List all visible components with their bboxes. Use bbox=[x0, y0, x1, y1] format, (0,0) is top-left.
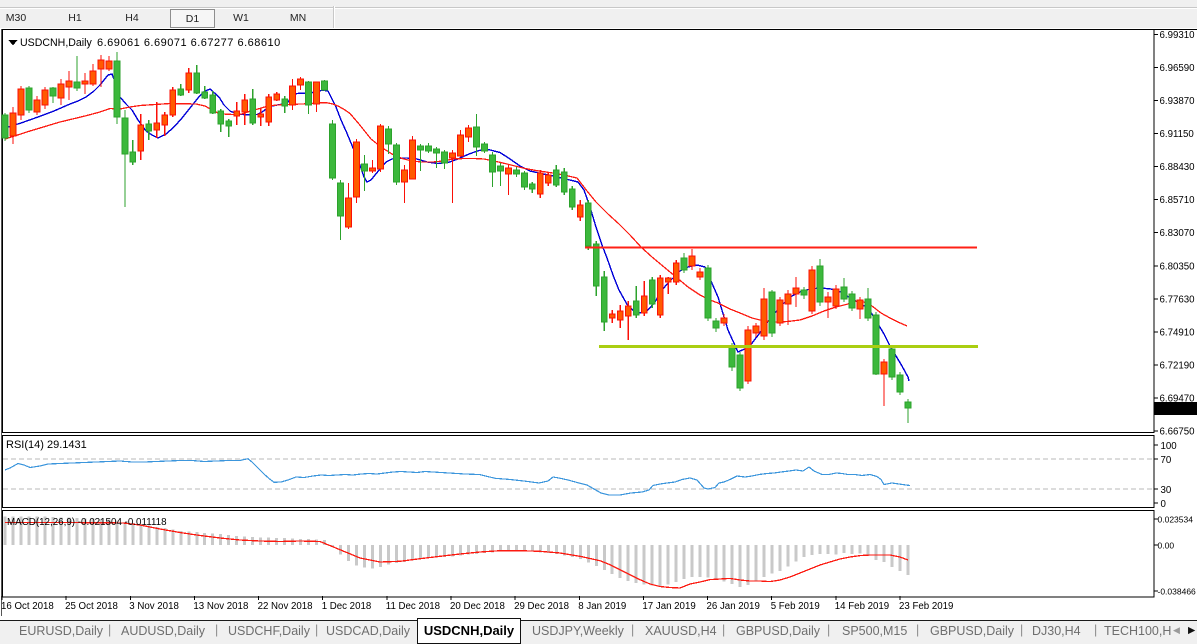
svg-text:0.00: 0.00 bbox=[1158, 541, 1175, 551]
svg-text:13 Nov 2018: 13 Nov 2018 bbox=[193, 601, 248, 612]
svg-text:6.77630: 6.77630 bbox=[1160, 294, 1196, 305]
svg-text:25 Oct 2018: 25 Oct 2018 bbox=[65, 601, 118, 612]
svg-text:26 Jan 2019: 26 Jan 2019 bbox=[707, 601, 760, 612]
svg-text:6.93870: 6.93870 bbox=[1160, 96, 1196, 107]
svg-text:6.80350: 6.80350 bbox=[1160, 261, 1196, 272]
svg-text:70: 70 bbox=[1161, 455, 1172, 466]
svg-text:6.91150: 6.91150 bbox=[1160, 129, 1195, 140]
svg-text:1 Dec 2018: 1 Dec 2018 bbox=[322, 601, 372, 612]
svg-text:29 Dec 2018: 29 Dec 2018 bbox=[514, 601, 569, 612]
svg-text:0: 0 bbox=[1161, 499, 1167, 510]
svg-text:5 Feb 2019: 5 Feb 2019 bbox=[771, 601, 820, 612]
svg-text:30: 30 bbox=[1161, 485, 1172, 496]
svg-text:6.66750: 6.66750 bbox=[1160, 427, 1196, 438]
svg-text:17 Jan 2019: 17 Jan 2019 bbox=[642, 601, 695, 612]
svg-text:14 Feb 2019: 14 Feb 2019 bbox=[835, 601, 889, 612]
svg-text:6.69061 6.69071 6.67277 6.6861: 6.69061 6.69071 6.67277 6.68610 bbox=[97, 37, 281, 49]
svg-text:6.74910: 6.74910 bbox=[1160, 327, 1196, 338]
svg-text:100: 100 bbox=[1161, 441, 1178, 452]
svg-text:6.88430: 6.88430 bbox=[1160, 162, 1196, 173]
svg-text:RSI(14) 29.1431: RSI(14) 29.1431 bbox=[6, 439, 87, 451]
svg-text:20 Dec 2018: 20 Dec 2018 bbox=[450, 601, 505, 612]
svg-text:0.023534: 0.023534 bbox=[1158, 515, 1194, 525]
svg-text:6.72190: 6.72190 bbox=[1160, 360, 1196, 371]
svg-text:23 Feb 2019: 23 Feb 2019 bbox=[899, 601, 953, 612]
svg-text:16 Oct 2018: 16 Oct 2018 bbox=[1, 601, 54, 612]
svg-text:22 Nov 2018: 22 Nov 2018 bbox=[258, 601, 313, 612]
svg-text:11 Dec 2018: 11 Dec 2018 bbox=[386, 601, 440, 612]
svg-text:6.99310: 6.99310 bbox=[1160, 30, 1196, 41]
svg-text:6.85710: 6.85710 bbox=[1160, 195, 1196, 206]
svg-text:6.69470: 6.69470 bbox=[1160, 393, 1196, 404]
svg-text:3 Nov 2018: 3 Nov 2018 bbox=[129, 601, 179, 612]
svg-text:USDCNH,Daily: USDCNH,Daily bbox=[20, 37, 93, 49]
svg-text:6.83070: 6.83070 bbox=[1160, 228, 1196, 239]
svg-text:8 Jan 2019: 8 Jan 2019 bbox=[578, 601, 626, 612]
svg-text:MACD(12,26,9) -0.021504 -0.011: MACD(12,26,9) -0.021504 -0.011118 bbox=[7, 517, 167, 528]
svg-text:6.68610: 6.68610 bbox=[1159, 405, 1195, 416]
svg-text:-0.038466: -0.038466 bbox=[1158, 587, 1197, 597]
svg-text:6.96590: 6.96590 bbox=[1160, 63, 1196, 74]
